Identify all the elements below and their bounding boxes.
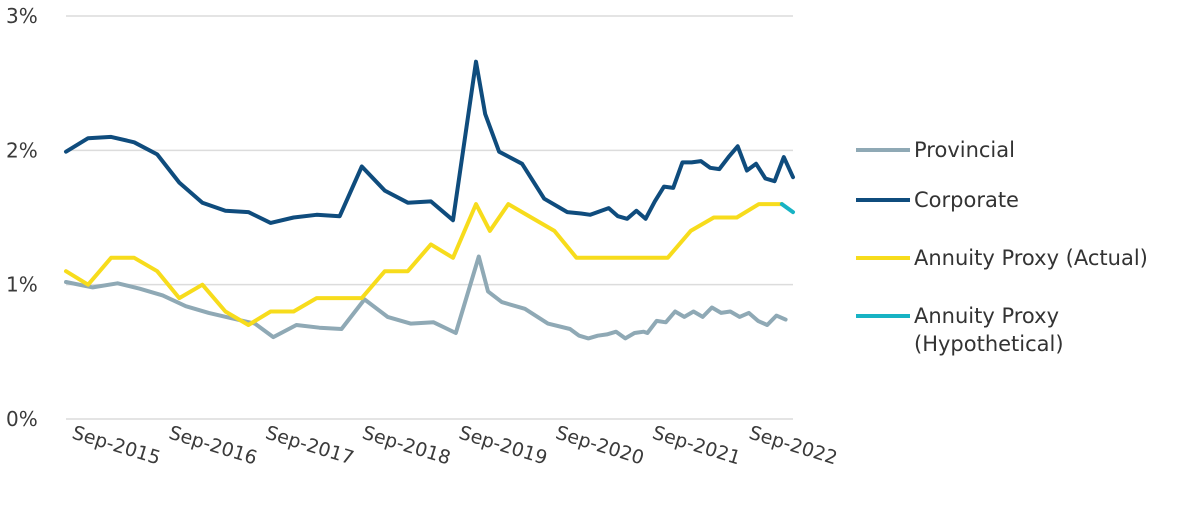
series-line-3: [779, 202, 795, 215]
x-tick-label: Sep-2017: [263, 422, 356, 470]
series-line-0: [64, 254, 788, 341]
x-tick-label: Sep-2015: [70, 422, 163, 470]
legend-item: Provincial: [856, 138, 1015, 162]
y-tick-label: 3%: [6, 4, 38, 28]
x-tick-label: Sep-2019: [456, 422, 549, 470]
y-tick-label: 2%: [6, 138, 38, 162]
legend-item: Annuity Proxy (Hypothetical): [856, 304, 1064, 356]
legend: Provincial Corporate Annuity Proxy (Actual…: [856, 138, 1148, 356]
legend-label: Annuity Proxy (Hypothetical): [914, 304, 1064, 356]
legend-label: Annuity Proxy (Actual): [914, 246, 1148, 270]
gridlines: [66, 15, 793, 420]
legend-item: Corporate: [856, 188, 1019, 212]
series-line-1: [64, 59, 795, 225]
x-tick-label: Sep-2022: [746, 422, 839, 470]
y-tick-label: 0%: [6, 407, 38, 431]
legend-label: Provincial: [914, 138, 1015, 162]
y-axis-ticks: 0% 1% 2% 3%: [6, 4, 38, 431]
x-tick-label: Sep-2020: [553, 422, 646, 470]
series-lines: [64, 59, 795, 341]
legend-item: Annuity Proxy (Actual): [856, 246, 1148, 270]
series-line-2: [64, 202, 784, 327]
x-axis-ticks: Sep-2015 Sep-2016 Sep-2017 Sep-2018 Sep-2019…: [70, 422, 840, 470]
y-tick-label: 1%: [6, 273, 38, 297]
legend-label: Corporate: [914, 188, 1019, 212]
x-tick-label: Sep-2016: [166, 422, 259, 470]
x-tick-label: Sep-2018: [360, 422, 453, 470]
x-tick-label: Sep-2021: [650, 422, 743, 470]
